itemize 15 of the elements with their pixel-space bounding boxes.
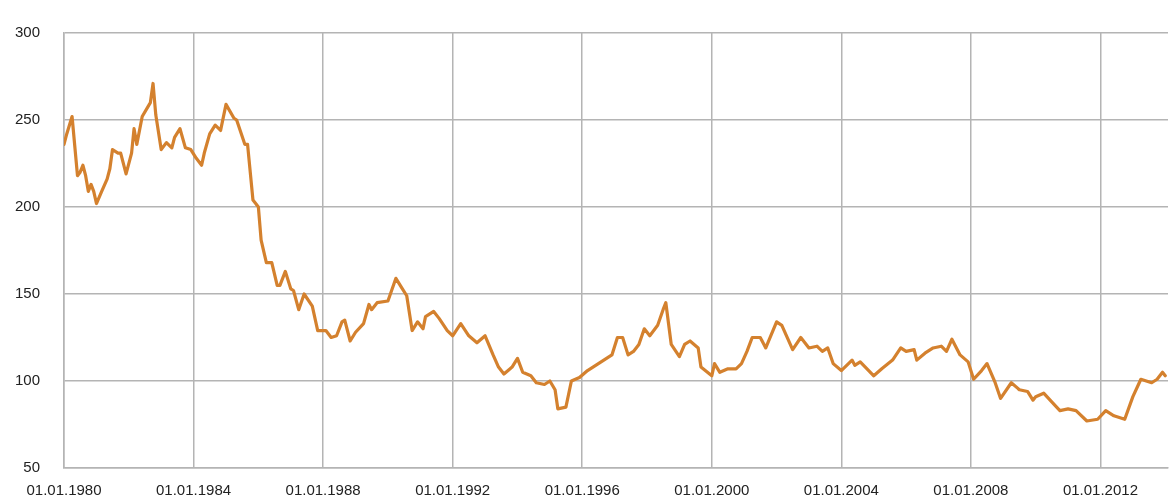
y-tick-label: 50 [23,458,40,476]
x-tick-label: 01.01.2012 [1062,481,1138,499]
y-tick-label: 300 [14,23,40,41]
x-tick-label: 01.01.1996 [544,481,620,499]
y-tick-label: 250 [14,110,40,128]
x-tick-label: 01.01.1992 [415,481,491,499]
x-tick-label: 01.01.1984 [156,481,232,499]
y-tick-label: 200 [14,197,40,215]
x-tick-label: 01.01.2000 [674,481,750,499]
y-tick-label: 150 [14,284,40,302]
x-tick-label: 01.01.1980 [26,481,102,499]
x-tick-label: 01.01.2008 [933,481,1009,499]
y-tick-label: 100 [14,371,40,389]
x-tick-label: 01.01.1988 [285,481,361,499]
x-tick-label: 01.01.2004 [803,481,879,499]
